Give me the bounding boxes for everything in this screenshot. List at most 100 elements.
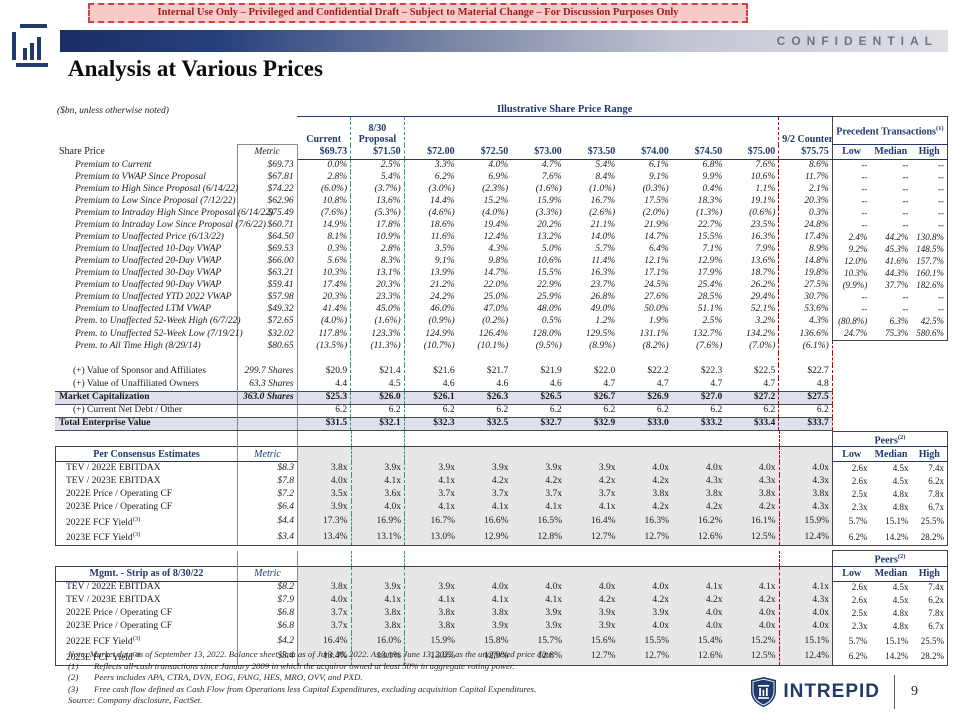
metric-value: 363.0 Shares [236,390,298,405]
value-cell: 3.8x [350,620,405,634]
value-cell: 3.9x [565,607,619,621]
value-cell: 4.3x [672,474,726,488]
range-title: Illustrative Share Price Range [297,104,833,117]
value-cell: 4.1x [778,581,833,595]
peer-value-cell: 157.7% [911,256,949,268]
metric-value: $62.96 [236,196,298,208]
peers-label: Peers [874,434,898,446]
value-cell: 6.1% [648,160,669,171]
median-column-header: Median [870,144,912,160]
cell [778,550,833,567]
value-cell: 13.4% [297,649,351,666]
cell [911,404,947,417]
price-column-header: $69.73 [297,144,351,160]
value-cell: 6.8% [702,160,723,171]
value-cell: 10.9% [350,232,405,244]
peer-value-cell: 2.4% [831,232,871,244]
value-cell: 9.8% [488,256,509,267]
footnote-ref: (3) [132,515,141,523]
cell [778,446,833,462]
value-cell: (1.0%) [589,184,616,195]
peer-value-cell: 6.2x [911,474,948,488]
peer-value-cell: -- [831,159,871,172]
value-cell: (0.6%) [749,208,776,219]
value-cell: (13.5%) [316,341,348,351]
peers-label: Peers [874,554,898,566]
metric-value: $80.65 [236,340,298,353]
page-title: Analysis at Various Prices [68,56,323,81]
value-cell: 3.8x [618,487,672,501]
value-cell: 4.1x [511,594,565,608]
value-cell: 3.5% [434,244,455,255]
value-cell: 27.5% [778,280,833,292]
value-cell: 9.1% [434,256,455,267]
value-cell: (0.3%) [642,184,669,195]
peer-value-cell: 4.5x [892,595,909,606]
value-cell: 3.8x [458,607,512,621]
value-cell: 3.9x [565,620,619,634]
table-row: Prem. to Unaffected 52-Week High (6/7/22… [55,316,949,328]
peer-value-cell: 7.8x [911,487,948,501]
value-cell: 48.0% [537,304,562,315]
table-row: Premium to Unaffected 10-Day VWAP $69.53 0… [55,244,949,256]
peers-label-row: Peers(2) [56,430,948,448]
value-cell: 4.0x [511,581,565,595]
table-row: Premium to Unaffected LTM VWAP $49.32 41.4… [55,304,949,316]
row-label: Premium to Intraday Low Since Proposal (… [75,220,266,231]
metric-value: $74.22 [236,184,298,196]
value-cell: 12.7% [618,529,672,547]
value-cell: 5.4% [350,172,405,184]
mgmt-table: Peers(2) Mgmt. - Strip as of 8/30/22 Met… [55,550,948,666]
table-row: 2023E Price / Operating CF $6.4 3.9x 4.0x 4.… [55,500,948,514]
peer-value-cell: -- [911,172,949,184]
value-cell: $21.7 [486,365,509,376]
value-cell: 17.3% [297,513,351,530]
logo-column [30,43,34,60]
metric-value: $4.4 [237,513,298,530]
value-cell: 3.3% [434,160,455,171]
metric-value: $4.2 [237,633,298,650]
cell [778,431,833,447]
peer-value-cell: 182.6% [911,280,949,292]
spacer-row [55,353,948,365]
peer-value-cell: 6.2% [832,529,871,547]
row-label: Premium to Unaffected 30-Day VWAP [75,268,222,279]
row-label: 2023E Price / Operating CF [55,620,238,634]
value-cell: 8.9% [778,244,833,256]
value-cell: 12.7% [565,649,619,666]
value-cell: $33.4 [725,416,779,431]
table-row: 2022E Price / Operating CF $7.2 3.5x 3.6x 3.… [55,487,948,501]
value-cell: 2.8% [327,172,348,183]
peer-value-cell: -- [911,208,949,220]
peer-value-cell: 4.8x [892,621,909,632]
peer-value-cell: -- [911,184,949,196]
median-column-header: Median [870,446,912,463]
peer-value-cell: 14.2% [870,649,912,666]
value-cell: $26.3 [457,390,512,405]
row-label: TEV / 2023E EBITDAX [55,594,238,608]
value-cell: (0.2%) [482,316,509,327]
brand-name: INTREPID [783,681,880,702]
value-cell: 4.1x [458,500,512,514]
peer-value-cell: 4.5x [892,475,909,486]
value-cell: 15.4% [672,633,726,650]
proposal-line2: Proposal [358,133,397,145]
value-cell: 3.8x [778,487,833,501]
value-cell: 15.1% [778,633,833,650]
value-cell: 14.8% [778,256,833,268]
cell [870,365,911,378]
value-cell: 3.9x [511,620,565,634]
value-cell: 4.7 [603,378,616,389]
value-cell: 10.3% [322,268,348,279]
value-cell: 6.2 [335,404,348,415]
peer-value-cell: 5.7% [832,633,871,650]
price-column-header: $72.50 [457,144,512,160]
metric-column-header: Metric [236,144,298,160]
peer-value-cell: -- [831,196,871,208]
cell [404,446,458,462]
value-cell: 4.0x [725,620,779,634]
value-cell: 15.5% [537,268,562,279]
consensus-header-row: Per Consensus Estimates Metric Low Median… [55,446,948,463]
value-cell: 0.5% [541,316,562,327]
cell [725,446,779,462]
